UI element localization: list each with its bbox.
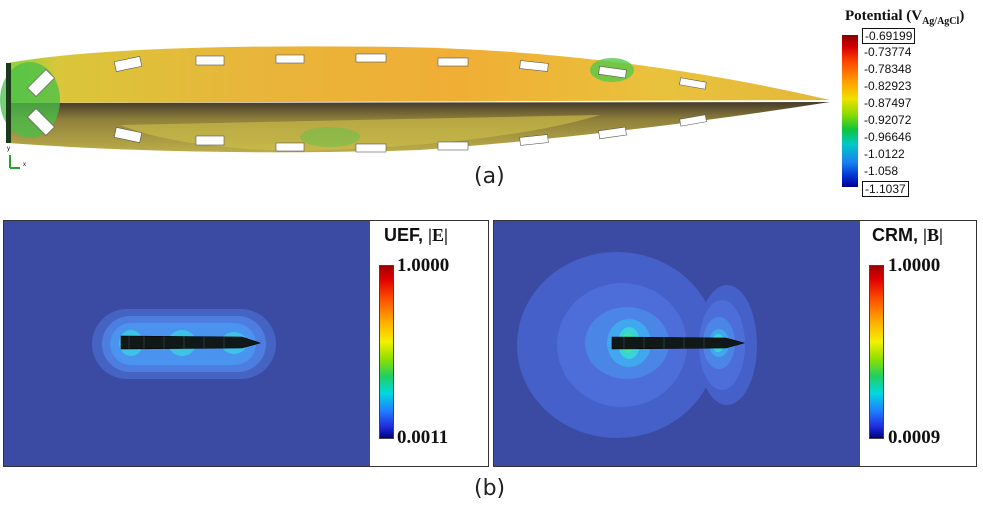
potential-tick-label: -1.0122 [864, 147, 905, 161]
uef-hull-mesh [120, 335, 262, 350]
crm-title-symbol: |B| [923, 225, 943, 245]
crm-legend-title: CRM, |B| [872, 225, 943, 246]
potential-tick-label: -0.92072 [864, 113, 912, 127]
crm-contours [517, 252, 757, 438]
axis-x-label: x [23, 162, 26, 168]
potential-tick-label: -0.69199 [862, 28, 916, 44]
crm-max-label: 1.0000 [888, 255, 941, 276]
crm-colorbar [869, 265, 884, 439]
anode-plates [27, 53, 707, 153]
uef-max-label: 1.0000 [397, 255, 450, 276]
hull-lower-highlight [120, 115, 600, 151]
potential-colorbar [842, 35, 858, 187]
potential-title-sub: Ag/AgCl [922, 16, 960, 27]
hull-stern-edge [6, 63, 11, 143]
uef-field-plot [4, 221, 370, 466]
potential-tick-label: -1.058 [864, 164, 899, 178]
uef-colorbar [379, 265, 394, 439]
potential-tick-label: -0.78348 [864, 62, 912, 76]
potential-tick-label: -0.87497 [864, 96, 912, 110]
axes-triad-icon [9, 155, 20, 169]
hull-upper-surface [8, 46, 830, 103]
caption-a: (a) [474, 164, 505, 189]
hull-green-spot-lower [300, 127, 360, 147]
crm-panel: CRM, |B| 1.0000 0.0009 [493, 220, 977, 467]
hull-potential-map [0, 46, 830, 153]
uef-panel: UEF, |E| 1.0000 0.0011 [3, 220, 489, 467]
potential-title-end: ) [959, 8, 965, 24]
uef-title-symbol: |E| [428, 225, 448, 245]
crm-hull-mesh [611, 336, 746, 350]
crm-min-label: 0.0009 [888, 427, 941, 448]
potential-legend-title: Potential (VAg/AgCl) [845, 8, 964, 27]
potential-title-main: Potential (V [845, 8, 923, 24]
potential-tick-label: -1.1037 [862, 181, 909, 197]
axes-triad: y x [4, 146, 28, 172]
uef-title-text: UEF, [384, 225, 429, 245]
uef-legend-title: UEF, |E| [384, 225, 448, 246]
axis-y-label: y [7, 146, 10, 152]
potential-tick-label: -0.82923 [864, 79, 912, 93]
uef-contours [92, 309, 276, 379]
crm-field-plot [494, 221, 860, 466]
caption-b: (b) [474, 476, 506, 501]
potential-tick-label: -0.96646 [864, 130, 912, 144]
uef-min-label: 0.0011 [397, 427, 449, 448]
crm-title-text: CRM, [872, 225, 923, 245]
potential-tick-label: -0.73774 [864, 45, 912, 59]
